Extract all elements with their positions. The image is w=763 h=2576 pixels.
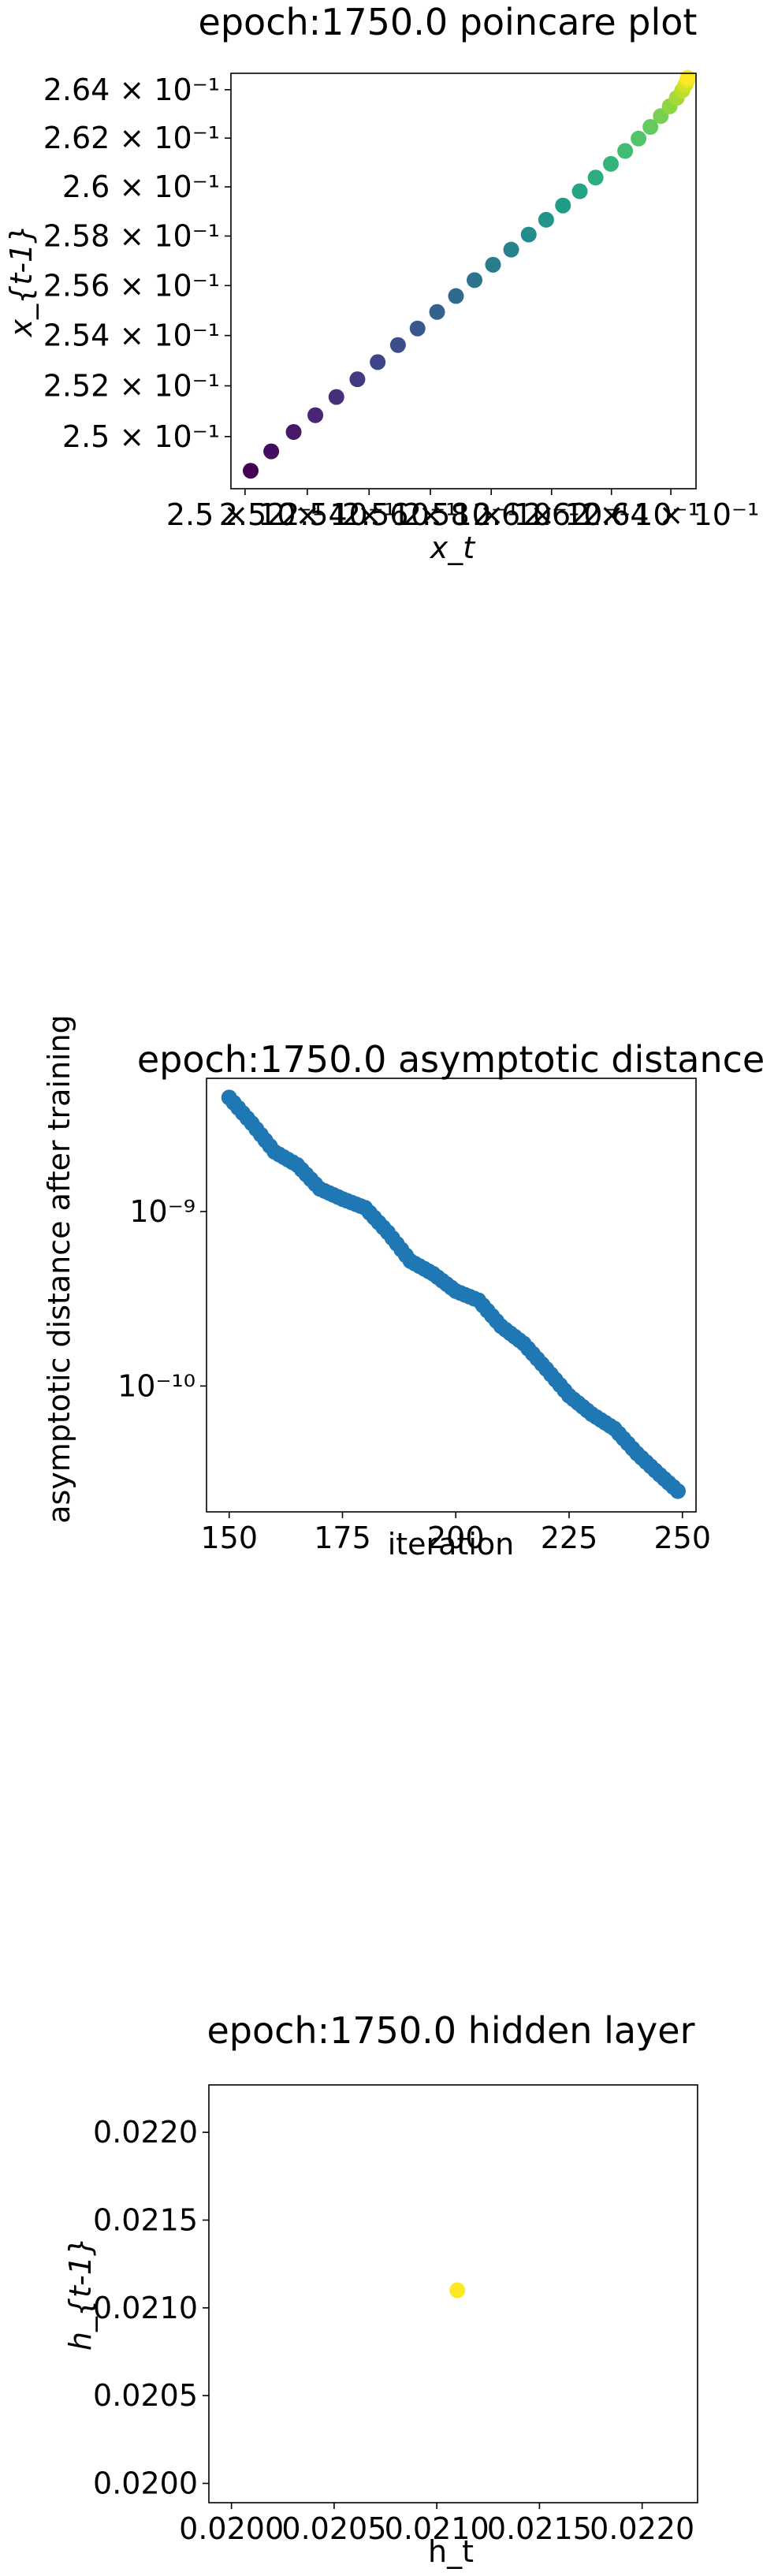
y-tick-label: 10⁻¹⁰ [117, 1368, 195, 1403]
y-ticks: 10⁻⁹ 10⁻¹⁰ [117, 1194, 207, 1403]
x-tick-label: 2.56 × 10⁻¹ [342, 497, 519, 532]
x-axis-label: x_t [430, 530, 476, 565]
y-ticks: 0.0200 0.0205 0.0210 0.0215 0.0220 [93, 2115, 209, 2501]
y-axis-label-text: h_{t-1} [63, 2237, 98, 2351]
scatter-point [449, 2282, 466, 2299]
scatter-point [429, 303, 445, 320]
x-ticks: 2.5 × 10⁻¹2.52 × 10⁻¹2.54 × 10⁻¹2.56 × 1… [166, 489, 759, 532]
scatter-point [587, 169, 604, 186]
scatter-point [538, 211, 554, 228]
scatter-point [467, 272, 483, 288]
scatter-point [285, 424, 302, 441]
scatter-points [449, 2282, 466, 2299]
x-tick-label: 250 [653, 1521, 711, 1555]
x-axis-label-text: x_t [430, 530, 476, 565]
scatter-point [642, 119, 659, 136]
scatter-point [503, 241, 519, 258]
scatter-point [263, 443, 280, 460]
chart-title: epoch:1750.0 hidden layer [207, 2009, 695, 2052]
y-axis-label: asymptotic distance after training [42, 1014, 76, 1524]
x-tick-label: 2.58 × 10⁻¹ [403, 497, 579, 532]
scatter-point [242, 463, 259, 479]
x-tick-label: 2.62 × 10⁻¹ [523, 497, 700, 532]
x-tick-label: 0.0205 [281, 2511, 386, 2546]
scatter-point [631, 130, 647, 147]
y-tick-label: 10⁻⁹ [129, 1194, 195, 1229]
scatter-point [602, 155, 619, 172]
scatter-point [328, 389, 344, 405]
scatter-points [221, 1089, 686, 1499]
x-tick-label: 2.5 × 10⁻¹ [166, 497, 324, 532]
y-tick-label: 0.0200 [93, 2466, 198, 2501]
y-tick-label: 2.6 × 10⁻¹ [62, 169, 220, 204]
x-tick-label: 2.54 × 10⁻¹ [281, 497, 457, 532]
y-tick-label: 2.56 × 10⁻¹ [43, 268, 220, 303]
scatter-point [670, 1483, 686, 1499]
x-axis-label: iteration [388, 1527, 515, 1562]
scatter-point [555, 197, 571, 214]
scatter-point [617, 143, 634, 159]
y-axis-label: h_{t-1} [63, 2237, 98, 2351]
x-tick-label: 2.52 × 10⁻¹ [219, 497, 396, 532]
x-tick-label: 0.0200 [179, 2511, 284, 2546]
y-tick-label: 2.58 × 10⁻¹ [43, 218, 220, 253]
y-tick-label: 2.5 × 10⁻¹ [62, 419, 220, 454]
x-tick-label: 2.6 × 10⁻¹ [473, 497, 631, 532]
plot-area-frame [230, 73, 697, 490]
scatter-point [409, 320, 426, 337]
scatter-point [307, 407, 324, 423]
scatter-point [571, 183, 588, 199]
y-axis-label-text: x_{t-1} [4, 225, 39, 338]
x-tick-label: 175 [314, 1521, 371, 1555]
scatter-point [520, 226, 537, 243]
y-tick-label: 2.64 × 10⁻¹ [43, 73, 220, 107]
hidden-layer-panel: epoch:1750.0 hidden layer 0.02000.02050.… [63, 2009, 698, 2569]
y-tick-label: 2.52 × 10⁻¹ [43, 368, 220, 403]
y-tick-label: 0.0210 [93, 2291, 198, 2325]
y-tick-label: 2.54 × 10⁻¹ [43, 318, 220, 353]
y-tick-label: 0.0220 [93, 2115, 198, 2150]
y-tick-label: 0.0205 [93, 2378, 198, 2413]
scatter-point [349, 371, 366, 388]
x-tick-label: 150 [200, 1521, 258, 1555]
poincare-plot-panel: epoch:1750.0 poincare plot 2.5 × 10⁻¹2.5… [4, 1, 759, 565]
y-tick-label: 2.62 × 10⁻¹ [43, 121, 220, 155]
x-tick-label: 2.64 × 10⁻¹ [582, 497, 759, 532]
plot-area-frame [208, 2084, 698, 2503]
scatter-point [679, 69, 696, 86]
y-ticks: 2.5 × 10⁻¹ 2.52 × 10⁻¹ 2.54 × 10⁻¹ 2.56 × 1… [43, 73, 231, 454]
scatter-point [485, 256, 501, 273]
plot-area-frame [206, 1078, 697, 1513]
scatter-point [370, 354, 386, 370]
scatter-points [242, 69, 696, 479]
x-tick-label: 200 [427, 1521, 485, 1555]
x-tick-label: 0.0220 [590, 2511, 694, 2546]
asymptotic-distance-panel: epoch:1750.0 asymptotic distance 150 175 2… [42, 1014, 763, 1562]
scatter-point [448, 288, 464, 304]
x-ticks: 150 175 200 225 250 [200, 1512, 711, 1555]
x-axis-label: h_t [428, 2534, 474, 2569]
y-axis-label: x_{t-1} [4, 225, 39, 338]
x-tick-label: 0.0210 [385, 2511, 489, 2546]
y-tick-label: 0.0215 [93, 2202, 198, 2237]
chart-title: epoch:1750.0 asymptotic distance [137, 1038, 763, 1081]
x-tick-label: 225 [541, 1521, 598, 1555]
chart-title: epoch:1750.0 poincare plot [199, 1, 698, 43]
scatter-point [389, 337, 406, 353]
x-tick-label: 0.0215 [487, 2511, 592, 2546]
